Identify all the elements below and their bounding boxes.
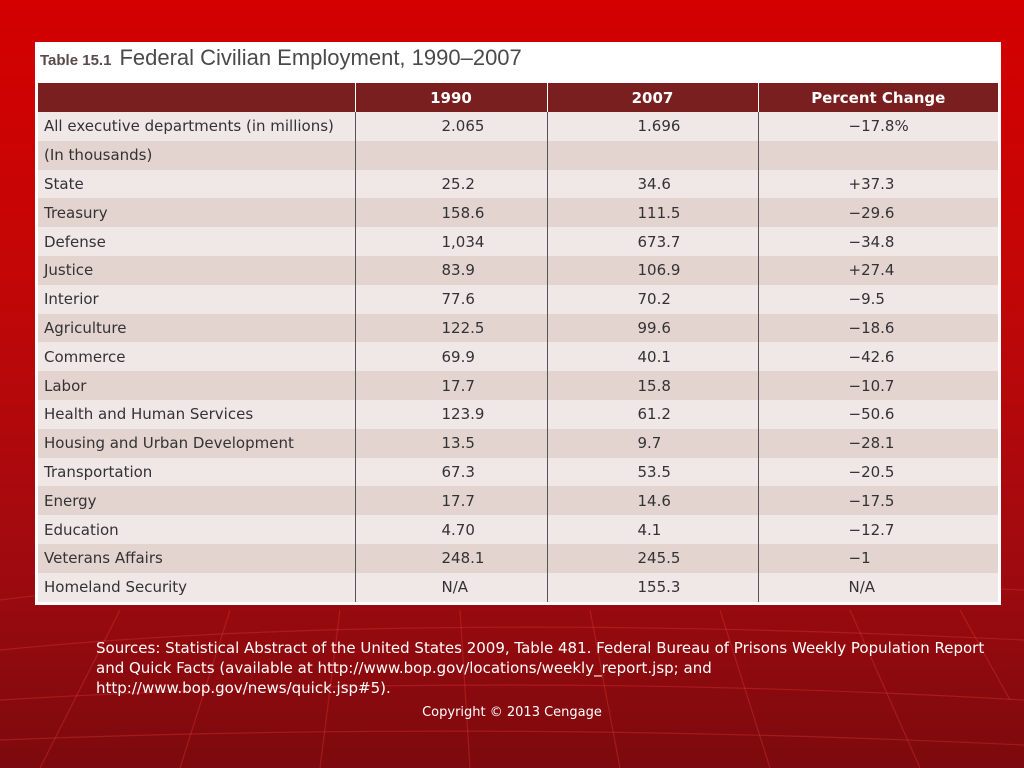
cell-percent-change: +27.4 bbox=[757, 255, 998, 285]
table-row: State 25.2 34.6 +37.3 bbox=[38, 169, 998, 199]
cell-department: Interior bbox=[38, 284, 355, 314]
cell-2007: 4.1 bbox=[546, 515, 758, 544]
cell-1990: 13.5 bbox=[354, 428, 547, 458]
table-header-row: 1990 2007 Percent Change bbox=[38, 83, 998, 112]
table-row: Transportation 67.3 53.5 −20.5 bbox=[38, 457, 998, 487]
cell-department: Defense bbox=[38, 227, 355, 256]
cell-department: Commerce bbox=[38, 342, 355, 372]
sources-note: Sources: Statistical Abstract of the Uni… bbox=[96, 639, 985, 697]
table-row: Treasury 158.6 111.5 −29.6 bbox=[38, 198, 998, 228]
cell-2007: 9.7 bbox=[546, 428, 758, 458]
table-row: Veterans Affairs 248.1 245.5 −1 bbox=[38, 543, 998, 573]
table-row: Housing and Urban Development 13.5 9.7 −28.… bbox=[38, 428, 998, 458]
cell-2007: 673.7 bbox=[546, 227, 758, 256]
cell-2007: 155.3 bbox=[546, 572, 758, 602]
cell-1990: 17.7 bbox=[354, 371, 547, 400]
cell-2007: 1.696 bbox=[546, 112, 758, 141]
cell-department: State bbox=[38, 169, 355, 199]
table-number: Table 15.1 bbox=[40, 52, 112, 69]
table-row: Justice 83.9 106.9 +27.4 bbox=[38, 255, 998, 285]
table-body: All executive departments (in millions) 2… bbox=[38, 112, 998, 602]
cell-percent-change: −42.6 bbox=[757, 342, 998, 372]
cell-1990: N/A bbox=[354, 572, 547, 602]
table-title: Federal Civilian Employment, 1990–2007 bbox=[119, 45, 522, 70]
cell-1990: 77.6 bbox=[354, 284, 547, 314]
cell-1990: 248.1 bbox=[354, 543, 547, 573]
cell-2007: 15.8 bbox=[546, 371, 758, 400]
table-row: Agriculture 122.5 99.6 −18.6 bbox=[38, 313, 998, 343]
cell-1990: 1,034 bbox=[354, 227, 547, 256]
cell-2007: 70.2 bbox=[546, 284, 758, 314]
cell-percent-change: N/A bbox=[757, 572, 998, 602]
copyright-notice: Copyright © 2013 Cengage bbox=[422, 705, 602, 720]
cell-percent-change: −20.5 bbox=[757, 457, 998, 487]
cell-2007: 106.9 bbox=[546, 255, 758, 285]
cell-1990: 2.065 bbox=[354, 112, 547, 141]
table-row: (In thousands) bbox=[38, 140, 998, 170]
cell-percent-change: −50.6 bbox=[757, 399, 998, 429]
cell-department: All executive departments (in millions) bbox=[38, 112, 355, 141]
cell-percent-change: −29.6 bbox=[757, 198, 998, 228]
cell-2007: 34.6 bbox=[546, 169, 758, 199]
header-percent-change: Percent Change bbox=[757, 83, 998, 112]
cell-percent-change: −1 bbox=[757, 543, 998, 573]
table-row: Interior 77.6 70.2 −9.5 bbox=[38, 284, 998, 314]
cell-percent-change: −18.6 bbox=[757, 313, 998, 343]
cell-1990 bbox=[354, 140, 547, 170]
cell-department: Education bbox=[38, 515, 355, 544]
header-department bbox=[38, 83, 355, 112]
cell-2007: 111.5 bbox=[546, 198, 758, 228]
table-row: Energy 17.7 14.6 −17.5 bbox=[38, 486, 998, 516]
cell-1990: 83.9 bbox=[354, 255, 547, 285]
cell-department: Labor bbox=[38, 371, 355, 400]
cell-department: (In thousands) bbox=[38, 140, 355, 170]
cell-department: Health and Human Services bbox=[38, 399, 355, 429]
cell-2007: 40.1 bbox=[546, 342, 758, 372]
cell-department: Energy bbox=[38, 486, 355, 516]
cell-2007: 53.5 bbox=[546, 457, 758, 487]
cell-1990: 25.2 bbox=[354, 169, 547, 199]
cell-2007: 14.6 bbox=[546, 486, 758, 516]
cell-percent-change: −34.8 bbox=[757, 227, 998, 256]
cell-2007: 99.6 bbox=[546, 313, 758, 343]
cell-department: Housing and Urban Development bbox=[38, 428, 355, 458]
cell-1990: 67.3 bbox=[354, 457, 547, 487]
table-row: Defense 1,034 673.7 −34.8 bbox=[38, 227, 998, 256]
cell-percent-change: −17.8% bbox=[757, 112, 998, 141]
table-caption: Table 15.1 Federal Civilian Employment, … bbox=[40, 45, 522, 81]
table-row: Education 4.70 4.1 −12.7 bbox=[38, 515, 998, 544]
cell-1990: 122.5 bbox=[354, 313, 547, 343]
table-row: Health and Human Services 123.9 61.2 −50.6 bbox=[38, 399, 998, 429]
cell-department: Homeland Security bbox=[38, 572, 355, 602]
cell-2007: 245.5 bbox=[546, 543, 758, 573]
cell-2007 bbox=[546, 140, 758, 170]
header-1990: 1990 bbox=[354, 83, 547, 112]
cell-percent-change: −28.1 bbox=[757, 428, 998, 458]
cell-percent-change: −17.5 bbox=[757, 486, 998, 516]
cell-department: Transportation bbox=[38, 457, 355, 487]
cell-department: Veterans Affairs bbox=[38, 543, 355, 573]
table-row: All executive departments (in millions) 2… bbox=[38, 112, 998, 141]
table-row: Commerce 69.9 40.1 −42.6 bbox=[38, 342, 998, 372]
cell-percent-change: −10.7 bbox=[757, 371, 998, 400]
cell-1990: 158.6 bbox=[354, 198, 547, 228]
table-row: Labor 17.7 15.8 −10.7 bbox=[38, 371, 998, 400]
table-row: Homeland Security N/A 155.3 N/A bbox=[38, 572, 998, 602]
cell-percent-change: −9.5 bbox=[757, 284, 998, 314]
cell-percent-change bbox=[757, 140, 998, 170]
cell-percent-change: +37.3 bbox=[757, 169, 998, 199]
cell-department: Justice bbox=[38, 255, 355, 285]
cell-percent-change: −12.7 bbox=[757, 515, 998, 544]
cell-1990: 17.7 bbox=[354, 486, 547, 516]
header-2007: 2007 bbox=[546, 83, 758, 112]
cell-department: Agriculture bbox=[38, 313, 355, 343]
cell-department: Treasury bbox=[38, 198, 355, 228]
table-panel: Table 15.1 Federal Civilian Employment, … bbox=[35, 42, 1001, 605]
cell-1990: 4.70 bbox=[354, 515, 547, 544]
cell-2007: 61.2 bbox=[546, 399, 758, 429]
cell-1990: 123.9 bbox=[354, 399, 547, 429]
employment-table: 1990 2007 Percent Change All executive d… bbox=[38, 83, 998, 602]
cell-1990: 69.9 bbox=[354, 342, 547, 372]
